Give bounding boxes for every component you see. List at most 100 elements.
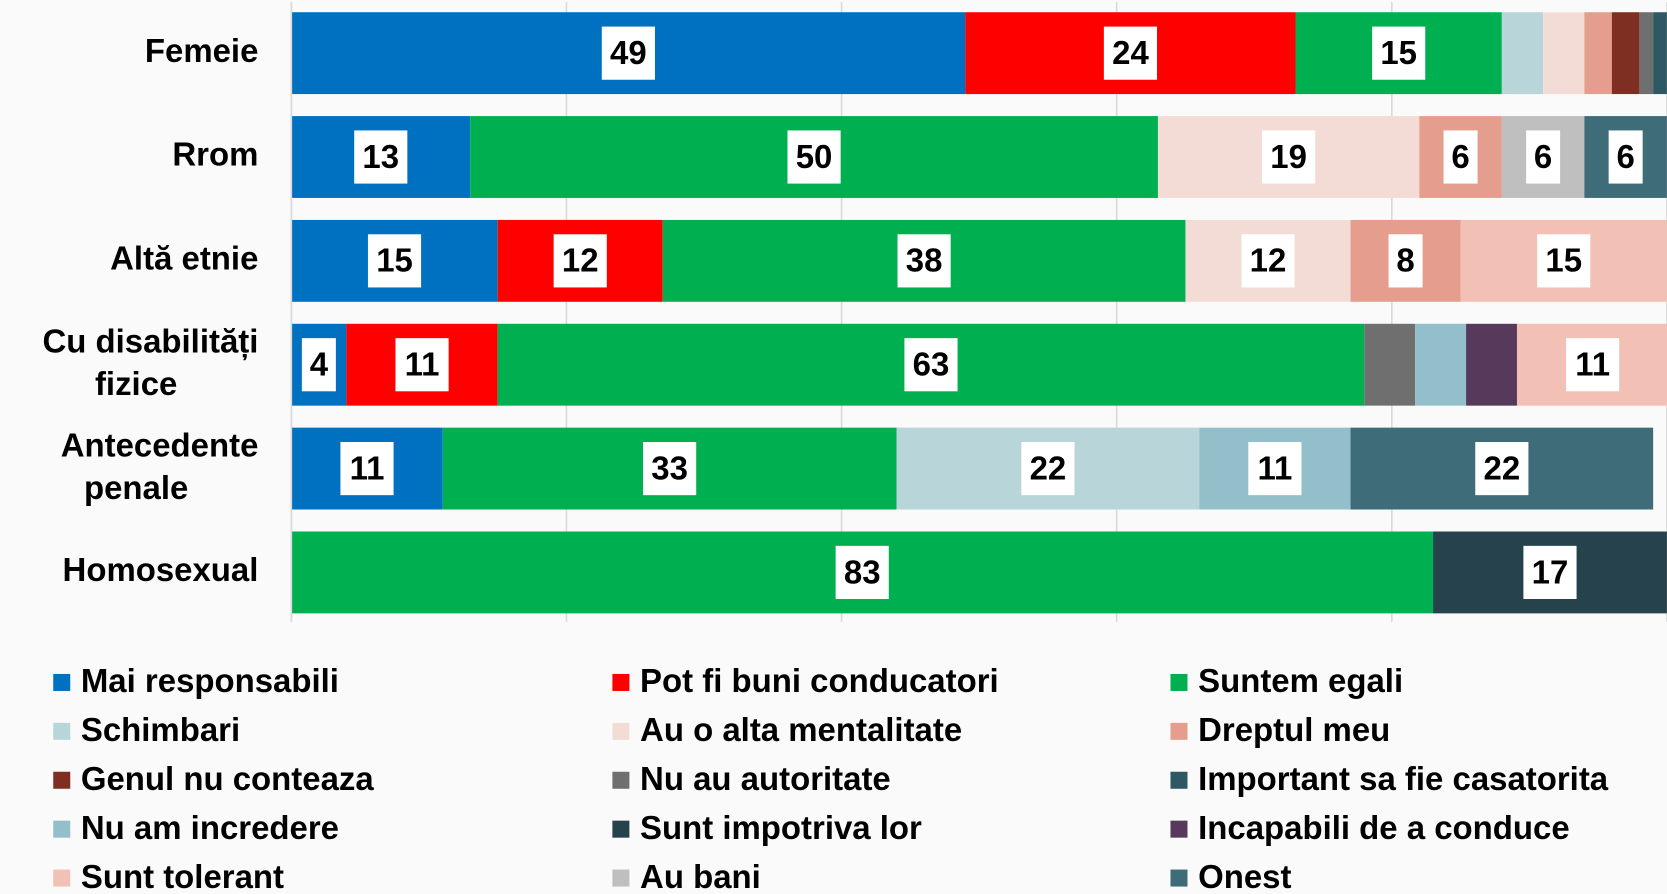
data-label-box	[1475, 442, 1529, 496]
data-label: 6	[1616, 138, 1634, 175]
bar-segment	[1364, 323, 1416, 406]
legend-swatch	[1170, 722, 1188, 740]
data-label-box	[1443, 130, 1478, 184]
data-label-box	[1103, 26, 1158, 80]
data-label-box	[897, 234, 951, 288]
bar-segment	[1543, 12, 1585, 95]
legend-swatch	[53, 673, 71, 691]
data-label-box	[904, 338, 958, 392]
data-label-box	[354, 130, 408, 184]
legend-label: Genul nu conteaza	[81, 760, 375, 797]
legend-label: Sunt impotriva lor	[640, 809, 922, 846]
legend-swatch	[53, 771, 71, 789]
data-label-box	[1526, 130, 1561, 184]
legend-label: Schimbari	[81, 711, 240, 748]
data-label-box	[643, 442, 697, 496]
legend-label: Important sa fie casatorita	[1198, 760, 1609, 797]
legend-label: Nu am incredere	[81, 809, 339, 846]
legend-swatch	[612, 820, 630, 838]
bar-segment	[1611, 12, 1640, 95]
data-label-box	[787, 130, 841, 184]
legend-swatch	[53, 722, 71, 740]
data-label-box	[601, 26, 655, 80]
legend-swatch	[1170, 771, 1188, 789]
data-label: 4	[310, 346, 329, 383]
category-label-line: Antecedente	[61, 426, 259, 463]
data-label: 8	[1396, 242, 1414, 279]
data-label-box	[395, 338, 449, 392]
data-label-box	[1241, 234, 1295, 288]
legend-swatch	[1170, 673, 1188, 691]
data-label: 6	[1534, 138, 1552, 175]
data-label: 13	[362, 138, 399, 175]
legend-swatch	[53, 869, 71, 887]
data-label-box	[1248, 442, 1302, 496]
data-label: 11	[1575, 346, 1610, 383]
legend-swatch	[612, 869, 630, 887]
data-label: 38	[906, 242, 943, 279]
category-label: Homosexual	[63, 551, 259, 588]
data-label: 15	[1545, 242, 1582, 279]
category-label: Antecedente penale	[61, 426, 259, 506]
category-label: Altă etnie	[110, 240, 258, 277]
category-label: Femeie	[145, 32, 259, 69]
data-label-box	[553, 234, 607, 288]
data-label: 50	[796, 138, 833, 175]
data-label: 63	[913, 346, 950, 383]
legend-label: Sunt tolerant	[81, 858, 284, 894]
data-label: 19	[1270, 138, 1307, 175]
data-label-box	[1537, 234, 1591, 288]
legend-label: Au o alta mentalitate	[640, 711, 962, 748]
data-label: 33	[651, 449, 688, 486]
data-label-box	[1372, 26, 1426, 80]
category-label-line: fizice	[95, 365, 177, 402]
bar-segment	[1584, 12, 1612, 95]
data-label-box	[1388, 234, 1423, 288]
legend-swatch	[612, 673, 630, 691]
data-label-box	[367, 234, 422, 288]
data-label-box	[1566, 338, 1620, 392]
data-label-box	[301, 338, 336, 392]
data-label-box	[835, 545, 889, 600]
legend-label: Suntem egali	[1198, 662, 1403, 699]
bar-segment	[1466, 323, 1517, 406]
legend-label: Mai responsabili	[81, 662, 339, 699]
legend-swatch	[1170, 820, 1188, 838]
data-label-box	[1262, 130, 1316, 184]
data-label: 15	[376, 242, 413, 279]
data-label: 11	[1257, 449, 1292, 486]
data-label-box	[1021, 442, 1075, 496]
category-label-line: Cu disabilități	[42, 322, 258, 360]
legend-label: Nu au autoritate	[640, 760, 891, 797]
legend-label: Pot fi buni conducatori	[640, 662, 999, 699]
data-label: 83	[844, 553, 881, 590]
data-label: 12	[1250, 242, 1287, 279]
legend-swatch	[53, 820, 71, 838]
data-label: 15	[1380, 34, 1417, 71]
data-label: 11	[405, 346, 440, 383]
legend-label: Dreptul meu	[1198, 711, 1390, 748]
bar-segment	[1415, 323, 1467, 406]
legend-label: Incapabili de a conduce	[1198, 809, 1570, 846]
bar-segment	[1501, 12, 1544, 95]
data-label: 22	[1030, 449, 1067, 486]
data-label: 17	[1532, 553, 1569, 590]
data-label: 24	[1112, 34, 1149, 71]
data-label-box	[1608, 130, 1643, 184]
data-label: 6	[1451, 138, 1469, 175]
legend-label: Au bani	[640, 858, 761, 894]
category-label: Cu disabilități fizice	[42, 322, 258, 402]
legend-label: Onest	[1198, 858, 1291, 894]
data-label: 11	[350, 449, 385, 486]
data-label: 22	[1484, 449, 1521, 486]
category-label-line: penale	[84, 469, 188, 506]
data-label-box	[1523, 545, 1577, 600]
bar-segment	[1639, 12, 1654, 95]
legend-swatch	[612, 771, 630, 789]
legend-swatch	[612, 722, 630, 740]
data-label: 49	[610, 34, 647, 71]
data-label-box	[340, 442, 394, 496]
data-label: 12	[562, 242, 599, 279]
bar-segment	[1653, 12, 1667, 95]
